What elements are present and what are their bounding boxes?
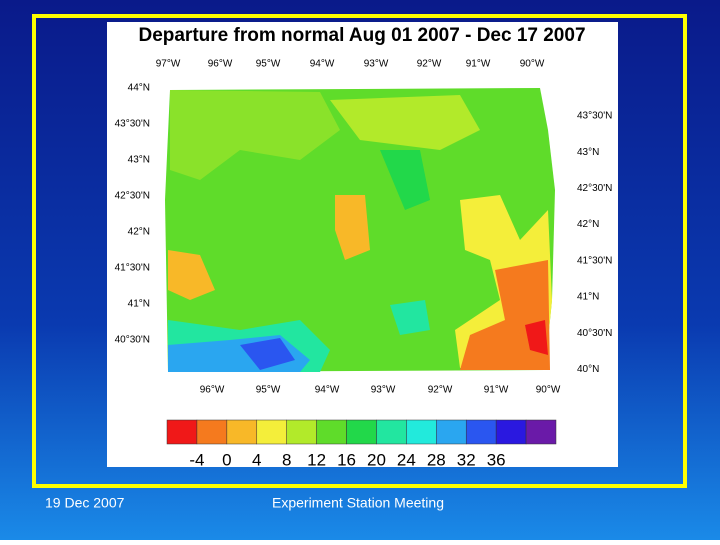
colorbar-swatch	[226, 419, 258, 445]
map-region	[460, 260, 550, 370]
latitude-label: 44°N	[128, 83, 150, 94]
latitude-label: 40°30'N	[115, 335, 150, 346]
colorbar-label: 16	[337, 450, 356, 469]
colorbar-swatch	[465, 419, 497, 445]
map-title: Departure from normal Aug 01 2007 - Dec …	[138, 25, 585, 46]
longitude-label: 91°W	[466, 59, 491, 70]
colorbar-swatch	[495, 419, 527, 445]
colorbar-swatch	[436, 419, 467, 445]
longitude-label: 95°W	[256, 385, 281, 396]
colorbar-swatch	[286, 419, 317, 445]
latitude-label: 40°30'N	[577, 328, 612, 339]
footer-date: 19 Dec 2007	[45, 495, 125, 511]
colorbar-label: 0	[222, 450, 231, 469]
colorbar-swatch	[346, 419, 377, 445]
colorbar-label: 8	[282, 450, 291, 469]
colorbar-swatch	[406, 419, 437, 445]
latitude-label: 43°30'N	[577, 111, 612, 122]
colorbar-label: 24	[397, 450, 416, 469]
map-region	[390, 300, 430, 335]
longitude-label: 92°W	[417, 59, 442, 70]
longitude-label: 96°W	[200, 385, 225, 396]
longitude-label: 93°W	[364, 59, 389, 70]
colorbar: -4 0 4 8 12 16 20 24 28 32 36	[166, 419, 557, 469]
longitude-label: 92°W	[428, 385, 453, 396]
latitude-label: 40°N	[577, 364, 599, 375]
colorbar-label: 4	[252, 450, 261, 469]
longitude-label: 94°W	[315, 385, 340, 396]
colorbar-label: 20	[367, 450, 386, 469]
map-region	[240, 338, 295, 370]
latitude-label: 43°N	[128, 155, 150, 166]
latitude-label: 41°30'N	[115, 263, 150, 274]
colorbar-label: 12	[307, 450, 326, 469]
map-labels: 97°W 96°W 95°W 94°W 93°W 92°W 91°W 90°W 96°W 95°W…	[115, 59, 613, 396]
colorbar-label: 28	[427, 450, 446, 469]
colorbar-swatch	[316, 419, 347, 445]
longitude-label: 90°W	[520, 59, 545, 70]
map	[165, 88, 555, 372]
latitude-label: 42°30'N	[577, 183, 612, 194]
colorbar-swatch	[376, 419, 407, 445]
longitude-label: 95°W	[256, 59, 281, 70]
frame	[32, 14, 687, 488]
latitude-label: 42°N	[577, 219, 599, 230]
colorbar-swatch	[525, 419, 557, 445]
longitude-label: 96°W	[208, 59, 233, 70]
map-region	[335, 195, 370, 260]
map-region	[168, 250, 215, 300]
map-region	[330, 95, 480, 150]
latitude-label: 43°N	[577, 147, 599, 158]
latitude-label: 41°30'N	[577, 255, 612, 266]
map-region	[525, 320, 548, 355]
map-region	[170, 90, 340, 180]
latitude-label: 41°N	[577, 292, 599, 303]
colorbar-label: 36	[487, 450, 506, 469]
colorbar-label: -4	[189, 450, 204, 469]
longitude-label: 94°W	[310, 59, 335, 70]
longitude-label: 93°W	[371, 385, 396, 396]
colorbar-label: 32	[457, 450, 476, 469]
longitude-label: 90°W	[536, 385, 561, 396]
latitude-label: 42°30'N	[115, 191, 150, 202]
footer-event: Experiment Station Meeting	[272, 495, 444, 511]
longitude-label: 91°W	[484, 385, 509, 396]
map-region	[380, 150, 430, 210]
longitude-label: 97°W	[156, 59, 181, 70]
latitude-label: 43°30'N	[115, 119, 150, 130]
colorbar-swatch	[256, 419, 287, 445]
latitude-label: 42°N	[128, 227, 150, 238]
colorbar-swatch	[166, 419, 198, 445]
colorbar-swatch	[196, 419, 228, 445]
latitude-label: 41°N	[128, 299, 150, 310]
